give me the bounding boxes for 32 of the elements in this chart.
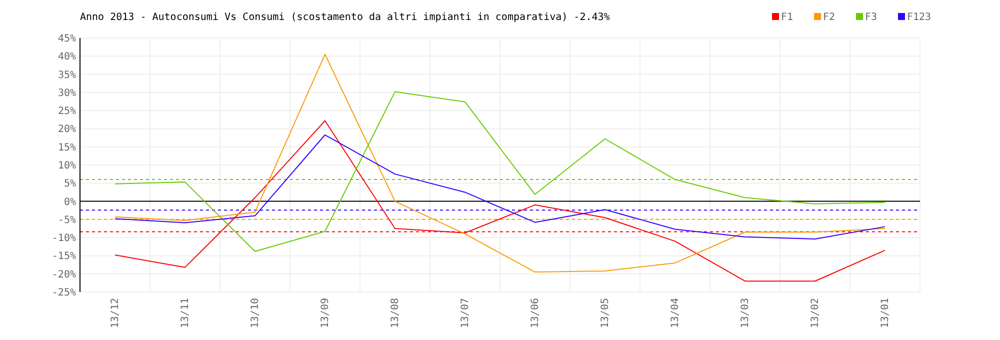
y-tick-label: 10% — [58, 160, 76, 172]
x-tick-label: 13/04 — [670, 298, 681, 328]
y-tick-label: -10% — [52, 233, 76, 244]
y-tick-label: 0% — [64, 196, 76, 208]
x-tick-label: 13/01 — [880, 298, 891, 328]
x-tick-label: 13/02 — [810, 298, 821, 328]
y-tick-label: 35% — [58, 70, 76, 81]
y-tick-label: 15% — [58, 142, 76, 154]
x-tick-label: 13/07 — [460, 298, 471, 328]
x-tick-label: 13/05 — [600, 298, 611, 328]
x-tick-label: 13/06 — [530, 298, 541, 328]
y-tick-label: 5% — [64, 178, 76, 190]
x-tick-label: 13/12 — [110, 298, 121, 328]
legend-label: F2 — [823, 12, 836, 23]
y-tick-label: 40% — [58, 52, 76, 63]
legend-label: F1 — [781, 12, 794, 23]
y-tick-label: -5% — [58, 214, 76, 226]
x-tick-label: 13/03 — [740, 298, 751, 328]
y-tick-label: 25% — [58, 106, 76, 118]
chart-title: Anno 2013 - Autoconsumi Vs Consumi (scostamento da altri impianti in comparativa) -2.43% — [80, 12, 610, 23]
y-tick-label: 30% — [58, 88, 76, 99]
y-tick-label: -20% — [52, 269, 76, 280]
y-tick-label: -15% — [52, 251, 76, 262]
y-tick-label: 20% — [58, 124, 76, 136]
legend-label: F123 — [907, 12, 932, 23]
x-tick-label: 13/08 — [390, 298, 401, 328]
x-tick-label: 13/11 — [180, 298, 191, 328]
x-tick-label: 13/09 — [320, 298, 331, 328]
y-tick-label: -25% — [52, 288, 76, 298]
y-tick-label: 45% — [58, 34, 76, 44]
x-tick-label: 13/10 — [250, 298, 261, 328]
legend-label: F3 — [865, 12, 878, 23]
